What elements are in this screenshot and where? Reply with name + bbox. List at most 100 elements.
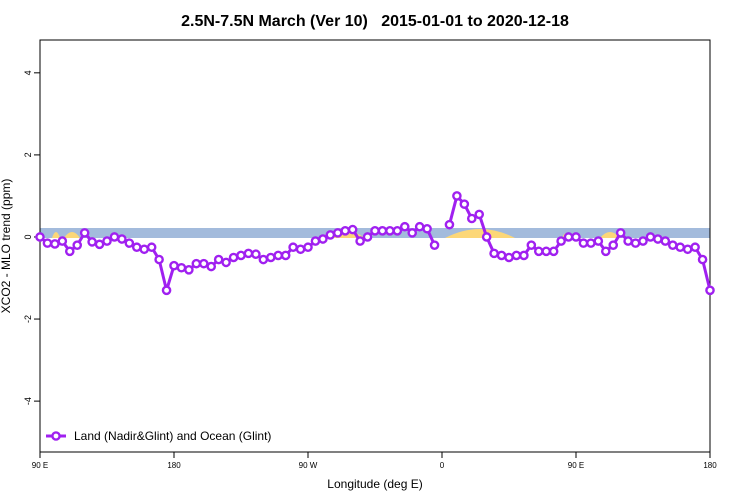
data-point (169, 260, 179, 271)
data-point (504, 252, 514, 263)
data-point (303, 242, 313, 253)
data-point (399, 221, 410, 232)
data-point (102, 236, 112, 246)
data-point (444, 219, 455, 230)
x-tick-label: 90 E (568, 461, 584, 470)
data-point (139, 244, 150, 255)
data-point (690, 242, 700, 253)
data-point (474, 209, 485, 220)
chart-title: 2.5N-7.5N March (Ver 10) 2015-01-01 to 2… (181, 13, 569, 30)
x-tick-label: 180 (703, 461, 717, 470)
data-point (355, 236, 365, 246)
data-point (50, 239, 60, 249)
data-point (496, 250, 507, 261)
data-point (645, 232, 656, 242)
legend-marker (51, 431, 61, 441)
data-point (533, 246, 544, 257)
data-point (481, 232, 492, 242)
data-point (392, 226, 403, 236)
data-point (258, 254, 269, 265)
data-point (586, 238, 596, 248)
data-point (370, 226, 380, 236)
data-point (176, 262, 187, 273)
data-point (280, 250, 291, 261)
data-point (653, 234, 663, 244)
data-point (318, 234, 328, 244)
y-tick-label: 4 (23, 70, 33, 75)
data-point (42, 238, 53, 248)
x-tick-label: 90 W (299, 461, 318, 470)
data-point (64, 246, 75, 257)
data-point (667, 240, 678, 250)
x-tick-label: 0 (440, 461, 445, 470)
data-point (236, 250, 246, 261)
data-point (198, 258, 209, 269)
data-point (489, 248, 499, 259)
data-point (593, 236, 604, 246)
data-point (422, 223, 432, 234)
data-point (556, 236, 566, 246)
y-tick-label: -4 (23, 397, 33, 405)
data-point (429, 240, 440, 250)
data-point (452, 191, 462, 201)
data-point (697, 254, 708, 265)
data-point (362, 232, 373, 242)
y-axis-label: XCO2 - MLO trend (ppm) (0, 179, 13, 314)
data-point (146, 242, 157, 253)
y-tick-label: -2 (23, 315, 33, 323)
data-point (414, 221, 425, 232)
data-point (243, 248, 254, 259)
x-tick-label: 180 (167, 461, 181, 470)
data-point (511, 250, 522, 261)
data-point (131, 242, 142, 253)
data-point (385, 226, 395, 236)
data-point (325, 230, 336, 240)
data-point (526, 240, 537, 250)
data-point (682, 244, 693, 255)
data-point (251, 249, 261, 260)
data-point (459, 199, 470, 209)
data-point (117, 234, 127, 244)
data-point (519, 250, 529, 261)
data-point (332, 228, 343, 238)
data-point (109, 232, 120, 242)
data-point (288, 242, 298, 253)
data-point (310, 236, 321, 246)
data-point (87, 237, 97, 247)
data-point (407, 228, 418, 238)
data-point (124, 238, 135, 248)
data-point (548, 246, 559, 257)
data-point (79, 228, 90, 238)
data-point (608, 240, 619, 250)
data-point (578, 238, 589, 248)
data-point (154, 254, 164, 265)
data-point (571, 232, 581, 242)
data-point (273, 250, 284, 261)
data-point (600, 246, 611, 257)
data-point (228, 252, 239, 263)
legend-label: Land (Nadir&Glint) and Ocean (Glint) (74, 429, 271, 443)
y-tick-label: 0 (23, 234, 33, 239)
data-point (72, 240, 83, 250)
data-point (638, 236, 648, 246)
x-axis-label: Longitude (deg E) (327, 477, 422, 491)
data-point (295, 244, 306, 255)
data-point (563, 232, 574, 242)
data-point (541, 246, 552, 257)
y-tick-label: 2 (23, 152, 33, 157)
data-point (623, 236, 633, 246)
data-point (340, 226, 351, 236)
data-point (630, 238, 641, 248)
x-tick-label: 90 E (32, 461, 48, 470)
data-point (265, 252, 276, 263)
data-point (94, 239, 105, 250)
data-point (213, 254, 224, 265)
data-point (705, 285, 715, 296)
data-point (347, 224, 358, 235)
plot-frame (39, 39, 711, 453)
data-point (660, 236, 671, 246)
data-point (57, 236, 68, 246)
data-point (466, 213, 477, 224)
data-point (206, 261, 217, 272)
